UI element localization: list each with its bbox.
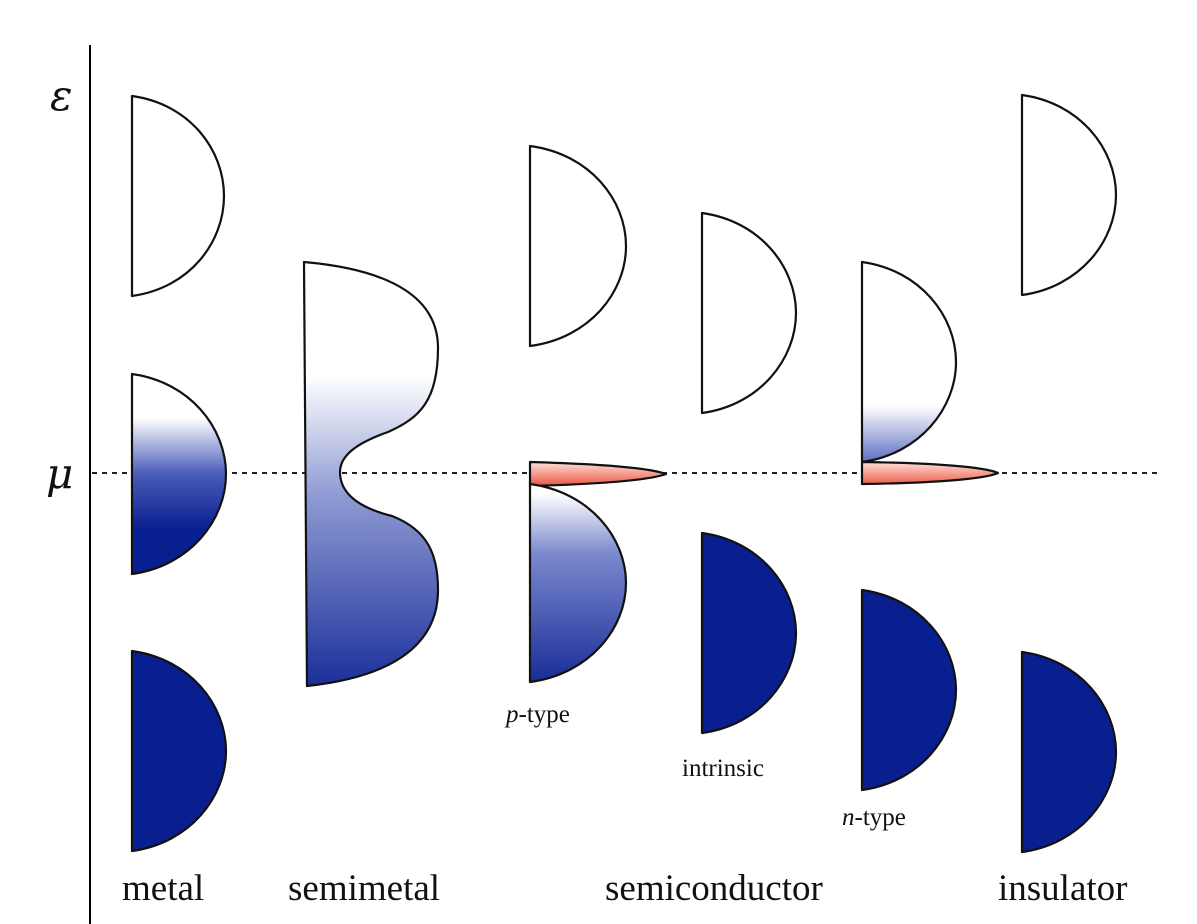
p-type-suffix: -type [519, 701, 570, 728]
insulator-label: insulator [998, 868, 1127, 909]
insulator-valence-band [1020, 650, 1118, 854]
metal-column [130, 94, 228, 853]
intrinsic-valence-band [700, 531, 798, 735]
n-type-prefix: n [842, 804, 855, 831]
p-type-label: p-type [504, 701, 570, 728]
semiconductor-label: semiconductor [605, 868, 823, 909]
n-type-column [860, 260, 1000, 792]
semimetal-overlapping-bands [302, 260, 440, 688]
intrinsic-column [700, 211, 798, 735]
semimetal-label: semimetal [288, 868, 440, 909]
n-type-suffix: -type [855, 804, 906, 831]
semimetal-column [302, 260, 440, 688]
n-type-donor-level [860, 460, 1000, 486]
insulator-conduction-band [1020, 93, 1118, 297]
p-type-valence-band [528, 482, 628, 684]
n-type-label: n-type [842, 804, 906, 831]
p-type-prefix: p [504, 701, 519, 728]
metal-label: metal [122, 868, 204, 909]
intrinsic-label: intrinsic [682, 755, 764, 782]
energy-axis-label: ε [50, 71, 73, 120]
p-type-conduction-band [528, 144, 628, 348]
n-type-conduction-band [860, 260, 958, 464]
metal-upper-empty-band [130, 94, 226, 298]
insulator-column [1020, 93, 1118, 854]
p-type-acceptor-level [528, 460, 668, 488]
chemical-potential-label: μ [46, 449, 73, 498]
intrinsic-conduction-band [700, 211, 798, 415]
n-type-valence-band [860, 588, 958, 792]
metal-lower-filled-band [130, 649, 228, 853]
metal-partially-filled-band [130, 372, 228, 576]
p-type-column [528, 144, 668, 684]
